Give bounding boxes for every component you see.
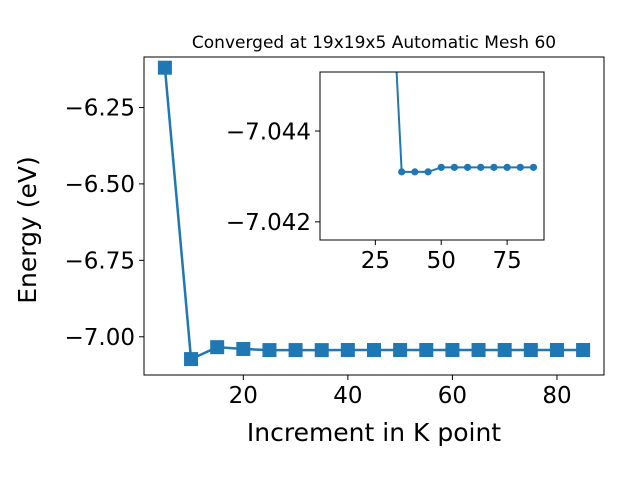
data-point: [497, 342, 512, 357]
data-point: [184, 352, 199, 367]
data-point: [516, 163, 524, 171]
chart-title: Converged at 19x19x5 Automatic Mesh 60: [192, 33, 556, 53]
inset-background: [320, 72, 544, 240]
series-group: [395, 72, 538, 176]
data-point: [398, 168, 406, 176]
x-tick-label: 80: [542, 383, 571, 409]
inset-chart: 25 50 75 −7.044 −7.042: [226, 71, 545, 274]
data-point: [529, 163, 538, 171]
inset-axis-ticks: 25 50 75 −7.044 −7.042: [226, 119, 522, 274]
data-point: [236, 342, 251, 357]
data-point: [437, 163, 445, 171]
y-tick-label: −6.25: [65, 96, 135, 122]
x-tick-label: 40: [333, 383, 362, 409]
data-point: [340, 343, 355, 358]
data-point: [424, 168, 432, 176]
data-point: [490, 163, 498, 171]
x-tick-label: 50: [427, 248, 456, 274]
y-tick-label: −7.042: [226, 210, 311, 236]
main-axes-frame: [143, 56, 605, 376]
data-point: [367, 343, 381, 358]
data-point: [477, 163, 485, 171]
inset-plot-series: [395, 72, 538, 176]
x-tick-label: 60: [438, 383, 467, 409]
data-point: [411, 168, 419, 176]
inset-axes-frame: [319, 71, 545, 241]
data-point: [549, 342, 564, 357]
data-point: [393, 343, 408, 358]
y-tick-label: −6.75: [65, 249, 135, 275]
data-point: [463, 163, 472, 171]
data-point: [450, 163, 458, 171]
data-point: [288, 343, 303, 358]
data-point: [445, 342, 460, 357]
main-axis-ticks: 20 40 60 80 −6.25 −6.50 −6.75 −7.00: [65, 96, 572, 409]
y-tick-label: −7.00: [65, 325, 135, 351]
y-axis-label: Energy (eV): [13, 156, 42, 303]
y-tick-label: −7.044: [226, 119, 311, 145]
main-chart: Converged at 19x19x5 Automatic Mesh 60 E…: [13, 33, 605, 447]
data-point: [576, 342, 591, 357]
x-axis-label: Increment in K point: [247, 418, 501, 447]
x-tick-label: 20: [229, 383, 258, 409]
data-point: [419, 342, 434, 357]
data-point: [471, 342, 486, 357]
x-tick-label: 25: [361, 248, 390, 274]
data-point: [157, 60, 172, 75]
x-tick-label: 75: [492, 248, 521, 274]
data-point: [314, 343, 329, 358]
data-point: [210, 340, 225, 355]
series-group: [157, 60, 591, 367]
y-tick-label: −6.50: [65, 172, 135, 198]
data-point: [523, 342, 538, 357]
data-point: [262, 343, 277, 358]
main-plot-series: [157, 60, 591, 367]
data-point: [503, 163, 511, 171]
